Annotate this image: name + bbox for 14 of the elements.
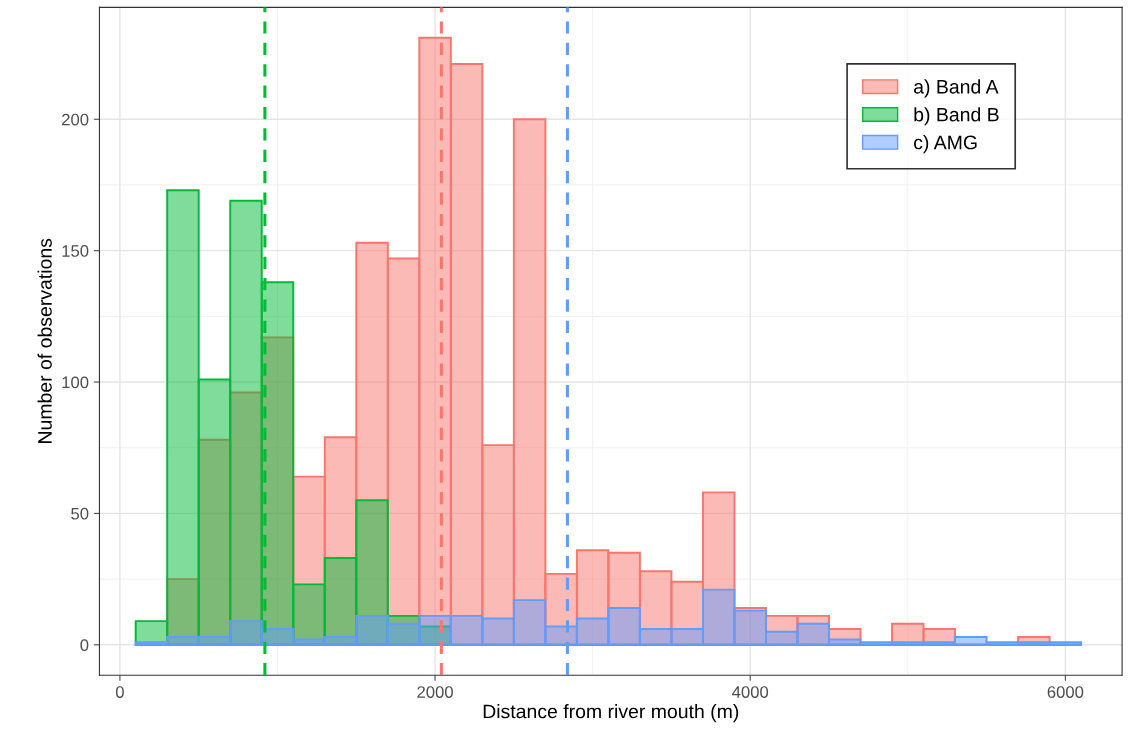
y-tick-label: 50 xyxy=(71,507,89,520)
x-tick-label: 6000 xyxy=(1047,686,1084,698)
y-tick-label: 200 xyxy=(62,113,89,126)
legend-label: b) Band B xyxy=(914,107,999,126)
x-tick-label: 4000 xyxy=(732,686,769,698)
y-tick-label: 0 xyxy=(80,639,89,651)
y-axis-title: Number of observations xyxy=(37,238,52,443)
legend-label: a) Band A xyxy=(914,79,999,98)
y-tick-label: 150 xyxy=(62,245,89,257)
x-tick-label: 0 xyxy=(115,686,124,698)
x-tick-label: 2000 xyxy=(417,686,453,698)
x-axis-title: Distance from river mouth (m) xyxy=(483,704,739,723)
y-tick-label: 100 xyxy=(62,376,89,389)
legend-label: c) AMG xyxy=(914,135,977,154)
